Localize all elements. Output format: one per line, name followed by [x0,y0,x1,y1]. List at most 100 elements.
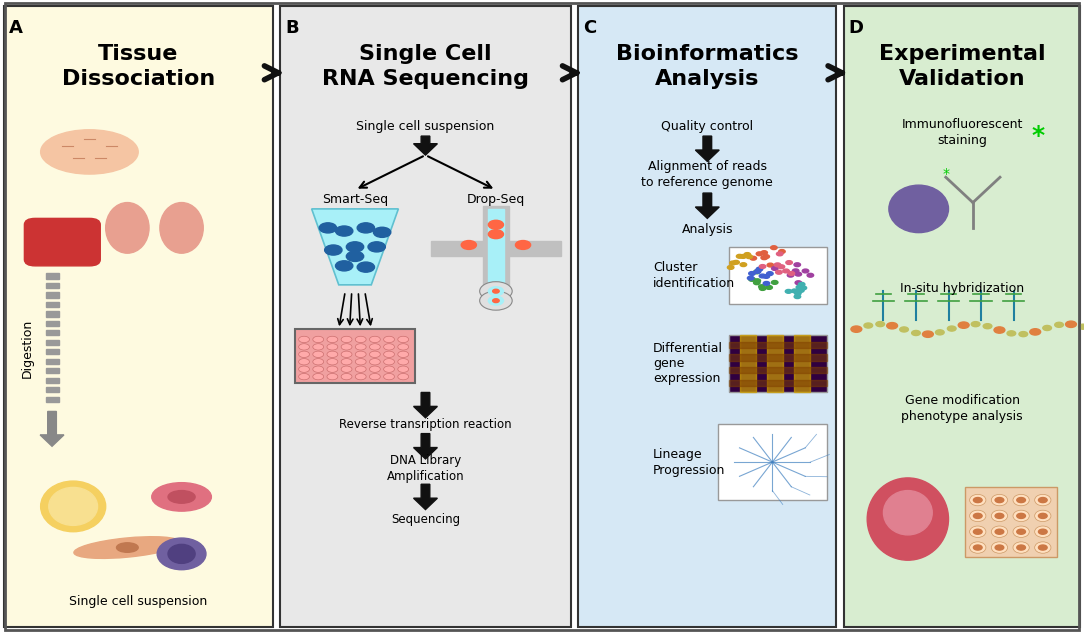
Ellipse shape [160,203,204,253]
Circle shape [356,344,366,350]
FancyBboxPatch shape [295,329,414,383]
Circle shape [488,220,503,229]
Circle shape [1043,325,1051,330]
Text: Digestion: Digestion [21,318,34,378]
Circle shape [336,261,353,271]
Circle shape [795,272,801,276]
Circle shape [776,270,783,274]
Circle shape [384,358,395,365]
Text: Immunofluorescent
staining: Immunofluorescent staining [902,118,1022,147]
Circle shape [358,223,375,233]
Circle shape [971,322,980,327]
Bar [46,273,59,279]
Circle shape [740,254,747,258]
Bar [46,368,59,373]
Circle shape [767,263,774,267]
Text: Cluster
identification: Cluster identification [653,261,735,290]
Circle shape [358,262,375,272]
Circle shape [864,323,873,328]
Circle shape [313,336,324,342]
Circle shape [759,285,765,289]
Bar [730,342,827,348]
Circle shape [384,344,395,350]
Circle shape [771,246,777,249]
Circle shape [912,330,920,335]
Ellipse shape [49,487,98,525]
FancyArrow shape [414,434,437,459]
Circle shape [935,330,944,335]
Text: Analysis: Analysis [682,223,733,235]
Circle shape [754,279,761,282]
Ellipse shape [1012,526,1030,537]
Circle shape [795,291,801,295]
Ellipse shape [1012,494,1030,506]
Circle shape [488,230,503,239]
Ellipse shape [1034,494,1051,506]
Circle shape [370,336,380,342]
Circle shape [356,336,366,342]
Circle shape [1017,513,1025,518]
Circle shape [370,344,380,350]
Text: DNA Library
Amplification: DNA Library Amplification [387,454,464,483]
Circle shape [369,242,386,252]
FancyArrow shape [40,411,64,446]
Bar [46,378,59,383]
Circle shape [327,366,338,372]
Circle shape [750,256,757,260]
Circle shape [341,351,352,358]
FancyBboxPatch shape [281,6,570,627]
Circle shape [384,336,395,342]
Bar [46,292,59,298]
Circle shape [778,249,785,253]
Circle shape [370,358,380,365]
Text: Lineage
Progression: Lineage Progression [653,448,725,477]
Circle shape [995,545,1004,550]
Text: Sequencing: Sequencing [391,513,460,525]
Circle shape [298,344,310,350]
Circle shape [995,498,1004,503]
Circle shape [356,358,366,365]
Circle shape [1038,529,1047,534]
Circle shape [398,366,409,372]
Circle shape [370,373,380,380]
Text: C: C [583,19,596,37]
Circle shape [479,282,513,301]
Circle shape [341,366,352,372]
Circle shape [356,373,366,380]
Circle shape [800,286,806,290]
Text: Differential
gene
expression: Differential gene expression [653,342,723,385]
Circle shape [398,351,409,358]
Circle shape [749,272,756,275]
Text: Alignment of reads
to reference genome: Alignment of reads to reference genome [642,160,773,189]
Circle shape [341,373,352,380]
Text: D: D [849,19,864,37]
Circle shape [763,254,770,258]
Circle shape [995,513,1004,518]
Bar [46,321,59,326]
Circle shape [736,254,743,258]
Circle shape [753,270,760,274]
Circle shape [922,331,933,337]
Circle shape [398,358,409,365]
Text: *: * [942,167,950,181]
Circle shape [808,273,814,277]
Circle shape [851,326,862,332]
Bar [730,354,827,361]
FancyArrow shape [696,193,720,218]
FancyBboxPatch shape [719,424,827,500]
Bar [431,241,562,256]
Circle shape [1030,329,1041,335]
Bar [488,209,503,301]
Circle shape [785,289,791,293]
Circle shape [787,273,793,277]
Circle shape [298,336,310,342]
Circle shape [461,241,477,249]
Circle shape [313,373,324,380]
Circle shape [776,252,783,256]
Circle shape [730,261,736,265]
Circle shape [757,267,763,271]
Circle shape [759,274,765,278]
Circle shape [373,227,391,237]
Ellipse shape [168,491,195,503]
Text: A: A [9,19,23,37]
